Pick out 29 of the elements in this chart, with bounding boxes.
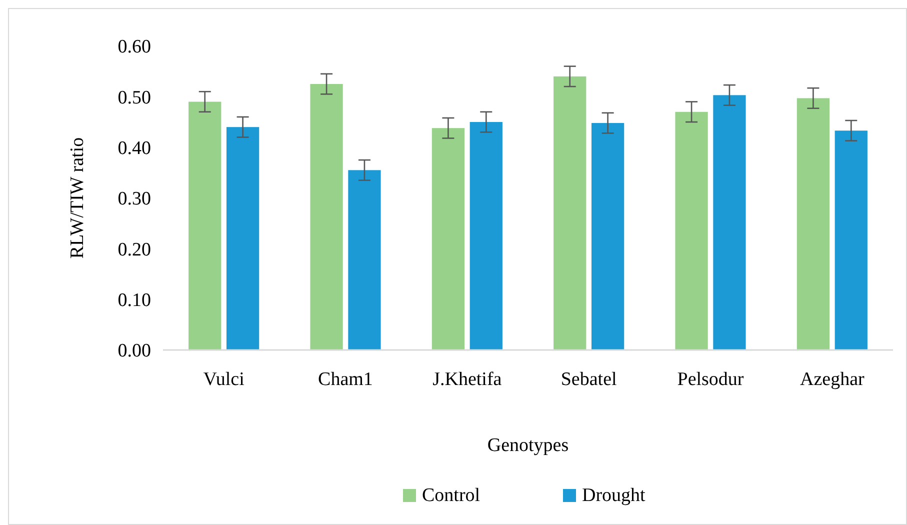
legend-label: Drought [582,485,646,506]
x-tick-label: Vulci [203,369,244,390]
bar [834,130,868,350]
bar [188,102,222,350]
bar [432,128,465,350]
y-tick-label: 0.40 [118,138,151,159]
y-tick-label: 0.00 [118,340,151,362]
y-axis-title: RLW/TIW ratio [67,137,88,259]
y-tick-label: 0.50 [118,87,151,108]
bar [310,84,343,350]
bar [226,127,260,350]
bar [713,95,746,350]
x-tick-label: Pelsodur [677,369,744,390]
y-tick-label: 0.20 [118,239,151,260]
y-tick-label: 0.60 [118,36,151,58]
legend-label: Control [422,485,480,506]
bar [591,123,624,350]
x-tick-label: Sebatel [560,369,617,390]
x-tick-label: Azeghar [800,369,866,390]
bar [554,76,586,350]
bar [348,170,381,350]
y-tick-label: 0.10 [118,290,151,311]
bar [470,122,502,350]
x-tick-label: J.Khetifa [432,369,502,390]
x-tick-label: Cham1 [318,369,373,390]
bar [675,112,708,350]
y-tick-label: 0.30 [118,188,151,210]
bar [796,98,830,350]
x-axis-title: Genotypes [487,435,569,456]
